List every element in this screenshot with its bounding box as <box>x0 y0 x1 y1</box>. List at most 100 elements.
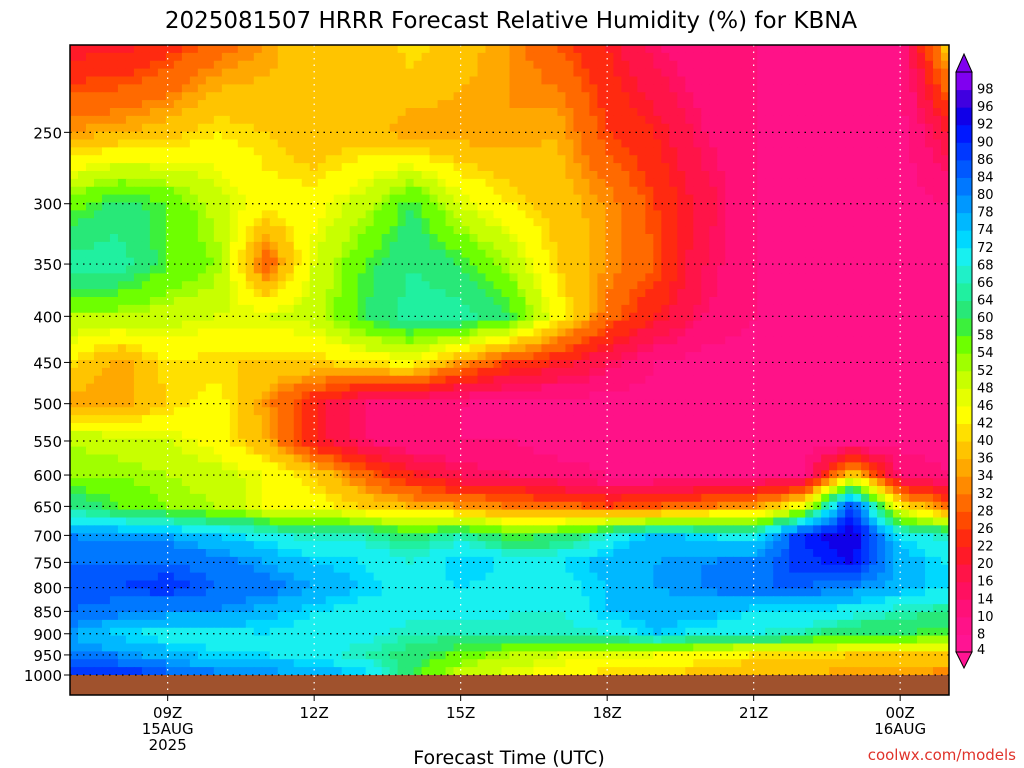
heatmap-cell <box>117 178 127 188</box>
heatmap-cell <box>789 131 798 141</box>
heatmap-cell <box>133 297 143 306</box>
heatmap-cell <box>509 108 519 117</box>
heatmap-cell <box>565 249 575 259</box>
heatmap-cell <box>757 336 766 345</box>
heatmap-cell <box>717 273 726 282</box>
heatmap-cell <box>741 163 750 172</box>
heatmap-cell <box>805 336 814 345</box>
heatmap-cell <box>925 328 934 338</box>
heatmap-cell <box>445 352 455 361</box>
heatmap-cell <box>413 218 423 227</box>
heatmap-cell <box>717 265 726 275</box>
heatmap-cell <box>821 92 830 101</box>
heatmap-cell <box>869 123 878 133</box>
heatmap-cell <box>773 320 782 330</box>
heatmap-cell <box>421 210 431 219</box>
heatmap-cell <box>293 123 303 133</box>
heatmap-cell <box>733 234 742 243</box>
heatmap-cell <box>597 100 607 109</box>
heatmap-cell <box>373 84 383 93</box>
heatmap-cell <box>869 304 878 314</box>
heatmap-cell <box>605 297 615 306</box>
heatmap-cell <box>877 391 886 401</box>
heatmap-cell <box>341 273 351 282</box>
heatmap-cell <box>101 383 111 393</box>
heatmap-cell <box>677 52 686 62</box>
heatmap-cell <box>85 92 95 101</box>
heatmap-cell <box>189 383 199 393</box>
heatmap-cell <box>101 344 111 353</box>
heatmap-cell <box>293 249 303 259</box>
heatmap-cell <box>205 194 215 204</box>
heatmap-cell <box>173 178 183 188</box>
heatmap-cell <box>789 147 798 156</box>
heatmap-cell <box>101 178 111 188</box>
heatmap-cell <box>205 328 215 338</box>
heatmap-cell <box>213 375 223 385</box>
heatmap-cell <box>573 241 583 251</box>
heatmap-cell <box>70 360 79 369</box>
heatmap-cell <box>781 76 790 86</box>
heatmap-cell <box>253 84 263 93</box>
heatmap-cell <box>125 155 135 164</box>
heatmap-cell <box>397 92 407 101</box>
heatmap-cell <box>277 304 287 314</box>
heatmap-cell <box>549 234 559 243</box>
heatmap-cell <box>629 84 639 93</box>
heatmap-cell <box>701 186 710 196</box>
heatmap-cell <box>325 92 335 101</box>
heatmap-cell <box>333 92 343 101</box>
heatmap-cell <box>885 123 894 133</box>
heatmap-cell <box>469 92 479 101</box>
heatmap-cell <box>845 344 854 353</box>
heatmap-cell <box>797 234 806 243</box>
heatmap-cell <box>509 52 519 62</box>
heatmap-cell <box>293 257 303 267</box>
heatmap-cell <box>389 163 399 172</box>
heatmap-cell <box>365 194 375 204</box>
heatmap-cell <box>213 84 223 93</box>
heatmap-cell <box>173 360 183 369</box>
heatmap-cell <box>797 52 806 62</box>
heatmap-cell <box>93 115 103 125</box>
heatmap-cell <box>637 115 647 125</box>
heatmap-cell <box>885 68 894 78</box>
heatmap-cell <box>405 115 415 125</box>
heatmap-cell <box>445 234 455 243</box>
heatmap-cell <box>245 210 255 219</box>
heatmap-cell <box>749 45 758 54</box>
heatmap-cell <box>741 344 750 353</box>
heatmap-cell <box>357 92 367 101</box>
heatmap-cell <box>685 115 694 125</box>
heatmap-cell <box>85 304 95 314</box>
heatmap-cell <box>429 202 439 212</box>
heatmap-cell <box>573 328 583 338</box>
heatmap-cell <box>493 194 503 204</box>
heatmap-cell <box>253 399 263 408</box>
heatmap-cell <box>445 304 455 314</box>
heatmap-cell <box>701 45 710 54</box>
heatmap-cell <box>229 60 239 70</box>
heatmap-cell <box>773 375 782 385</box>
heatmap-cell <box>653 139 663 149</box>
heatmap-cell <box>757 84 766 93</box>
heatmap-cell <box>893 147 902 156</box>
heatmap-cell <box>285 100 295 109</box>
heatmap-cell <box>901 226 910 235</box>
heatmap-cell <box>805 218 814 227</box>
heatmap-cell <box>373 383 383 393</box>
heatmap-cell <box>805 391 814 401</box>
heatmap-cell <box>397 171 407 180</box>
heatmap-cell <box>677 304 686 314</box>
heatmap-cell <box>133 344 143 353</box>
heatmap-cell <box>581 60 591 70</box>
heatmap-cell <box>821 68 830 78</box>
heatmap-cell <box>477 131 487 141</box>
heatmap-cell <box>909 375 918 385</box>
heatmap-cell <box>133 304 143 314</box>
heatmap-cell <box>85 320 95 330</box>
heatmap-cell <box>869 52 878 62</box>
heatmap-cell <box>629 202 639 212</box>
heatmap-cell <box>701 336 710 345</box>
heatmap-cell <box>797 328 806 338</box>
